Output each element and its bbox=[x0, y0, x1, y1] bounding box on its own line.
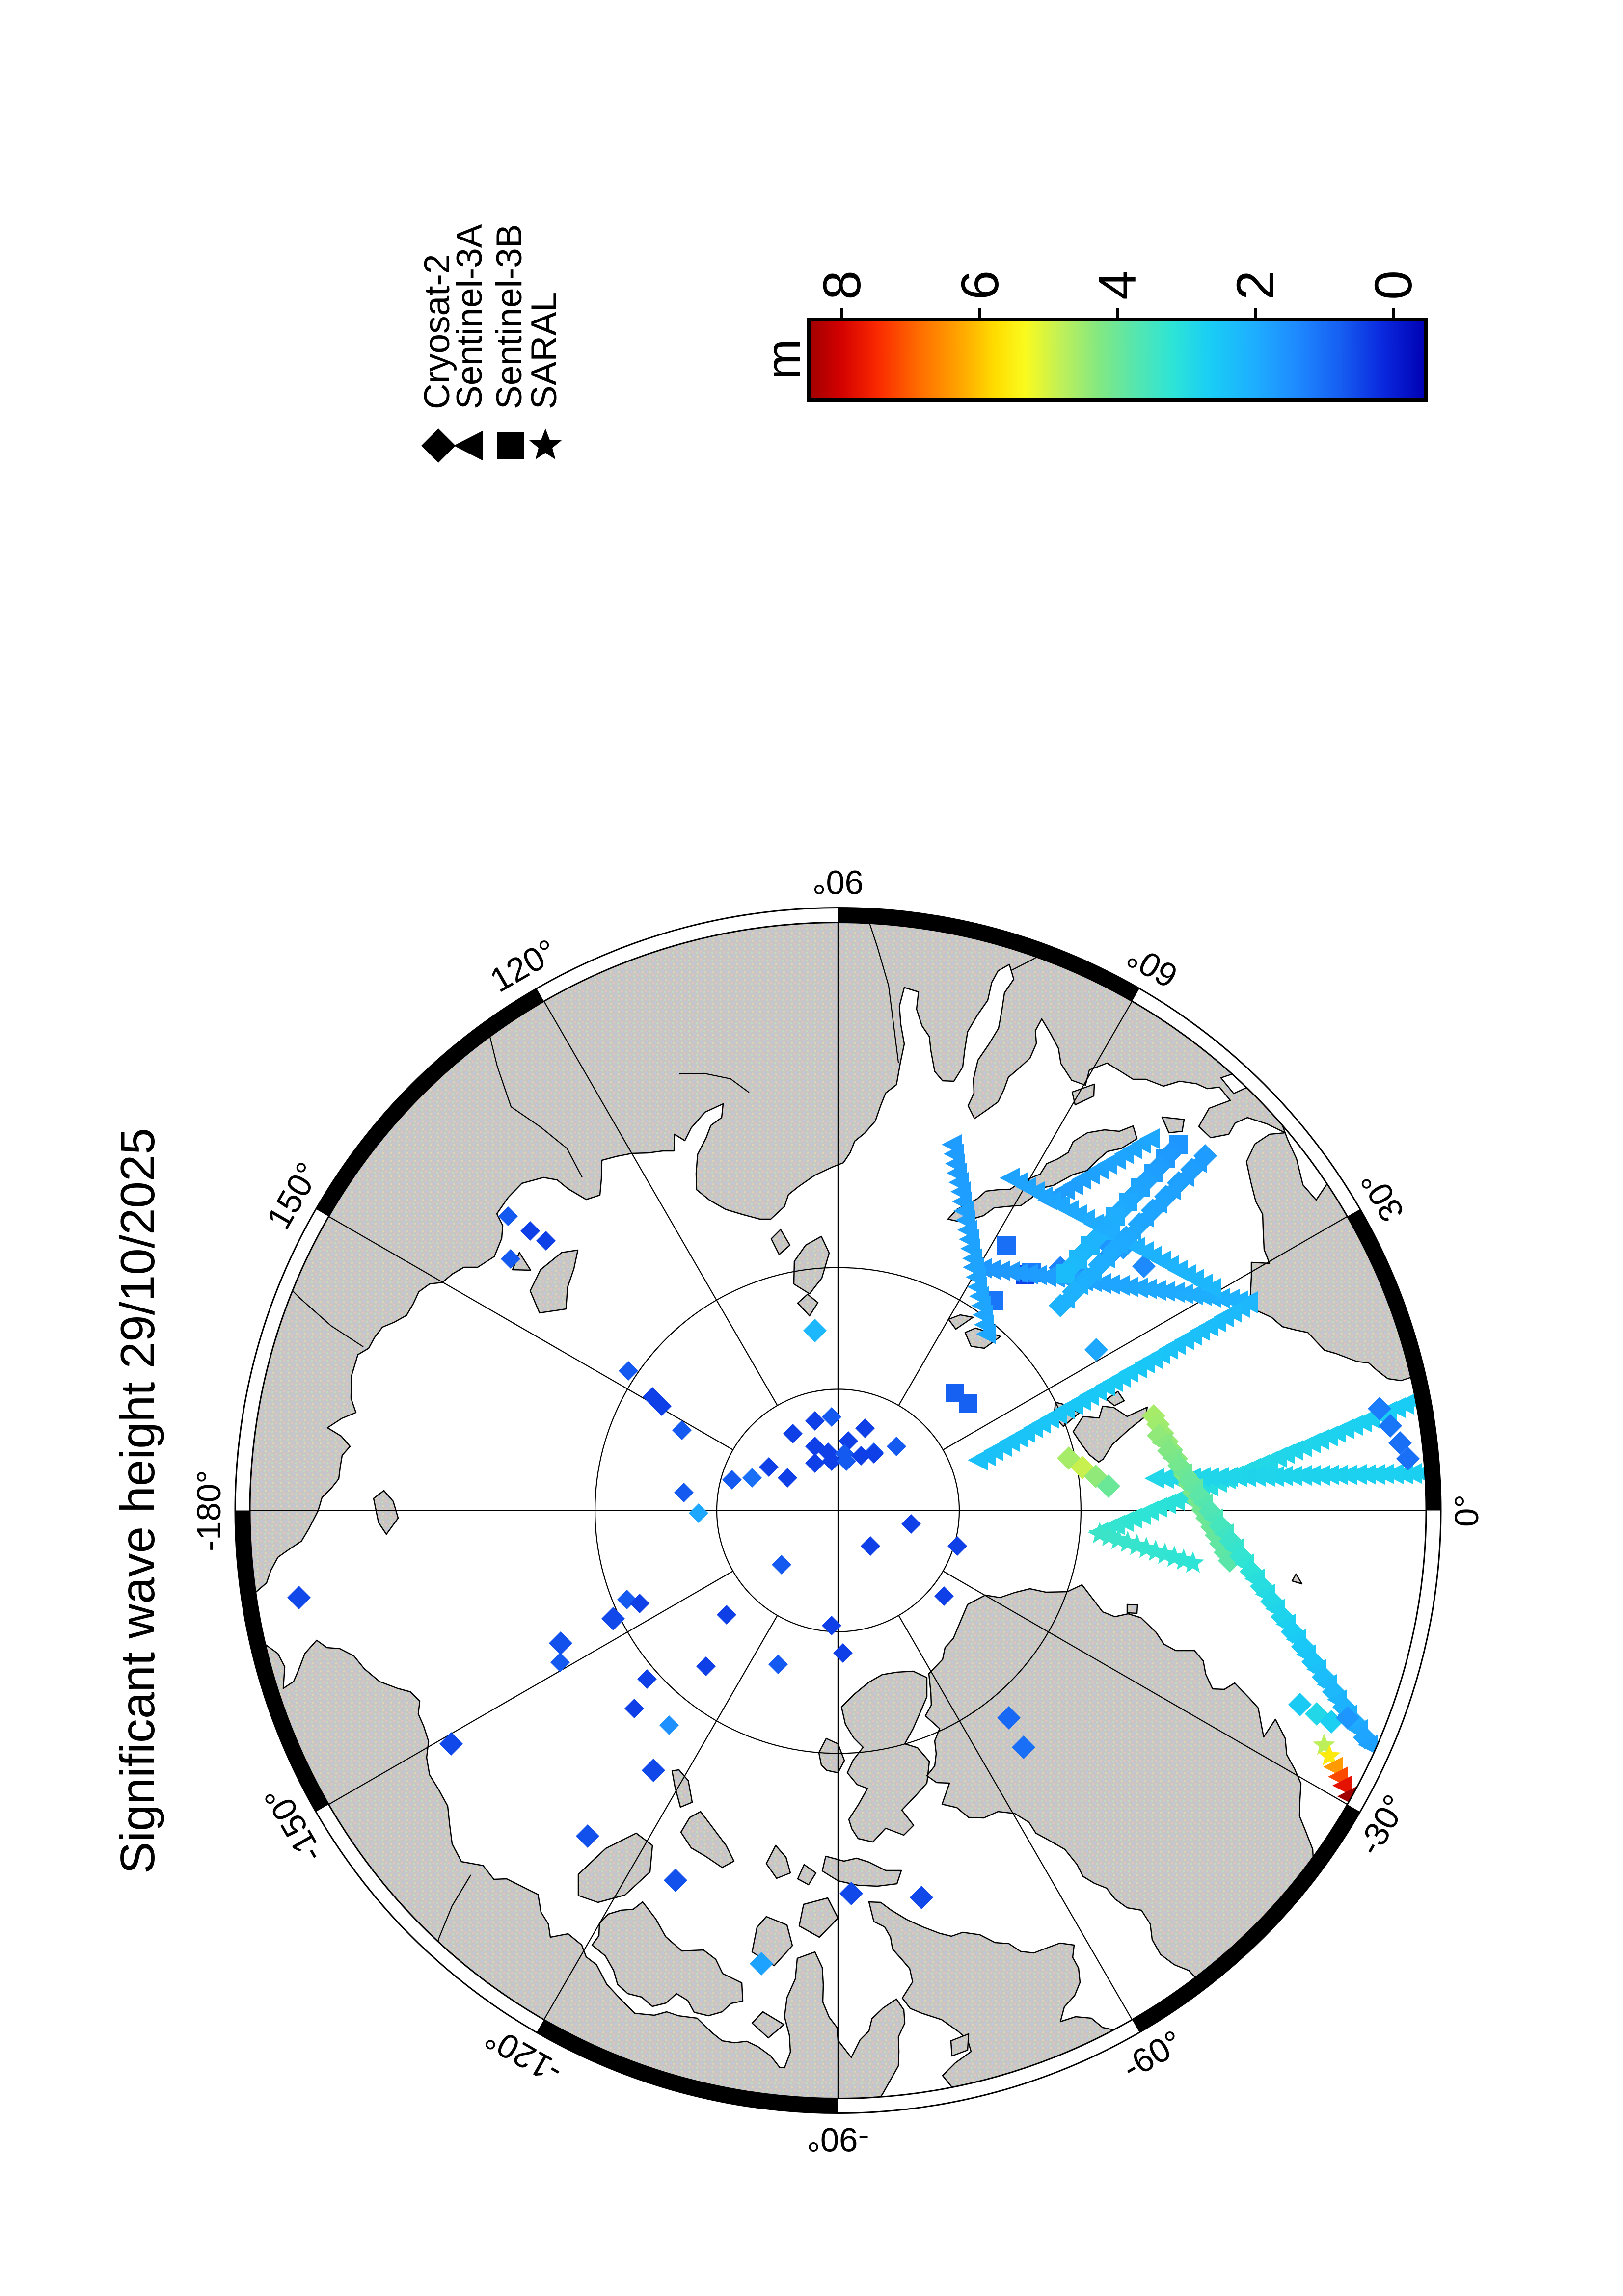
svg-text:-90°: -90° bbox=[807, 2121, 869, 2159]
svg-text:Sentinel-3A: Sentinel-3A bbox=[450, 224, 489, 409]
svg-text:m: m bbox=[756, 339, 811, 379]
svg-text:8: 8 bbox=[812, 270, 871, 300]
svg-text:6: 6 bbox=[950, 270, 1009, 300]
svg-text:2: 2 bbox=[1225, 270, 1285, 300]
svg-text:0: 0 bbox=[1363, 270, 1423, 300]
svg-text:Sentinel-3B: Sentinel-3B bbox=[489, 224, 529, 409]
svg-text:0°: 0° bbox=[1448, 1495, 1486, 1527]
svg-text:4: 4 bbox=[1087, 270, 1147, 300]
svg-text:Significant wave height 29/10/: Significant wave height 29/10/2025 bbox=[110, 1128, 164, 1874]
svg-text:90°: 90° bbox=[812, 863, 864, 901]
svg-text:Cryosat-2: Cryosat-2 bbox=[417, 254, 457, 409]
svg-text:-180°: -180° bbox=[190, 1470, 228, 1551]
svg-text:SARAL: SARAL bbox=[524, 292, 564, 409]
